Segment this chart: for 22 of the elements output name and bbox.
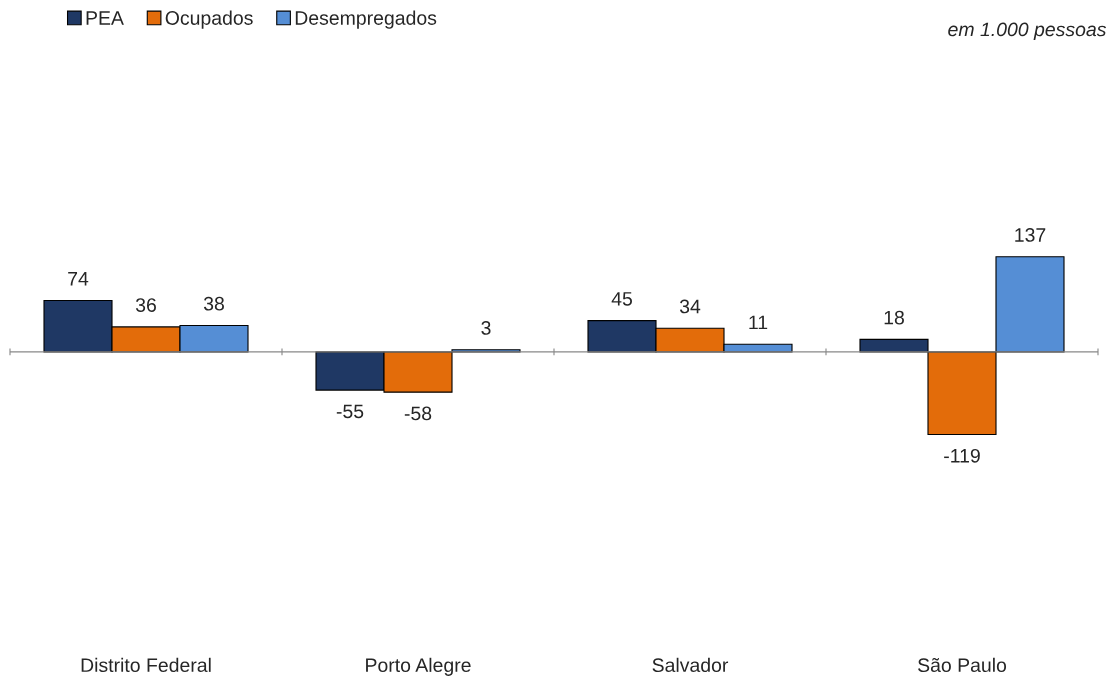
x-tick-label: São Paulo	[918, 657, 1007, 673]
legend-label: PEA	[86, 11, 124, 25]
data-label: 74	[68, 272, 89, 286]
x-tick-label: Salvador	[652, 657, 729, 673]
data-label: 137	[1015, 228, 1046, 242]
text: em 1.000 pessoas	[948, 22, 1107, 41]
data-label: 18	[884, 310, 904, 325]
legend-label: Ocupados	[165, 10, 253, 29]
x-tick-label: Porto Alegre	[366, 657, 471, 676]
data-label: -119	[944, 448, 980, 463]
data-label: -55	[336, 404, 364, 419]
data-label: 11	[749, 315, 768, 330]
x-tick-label: Distrito Federal	[81, 657, 211, 673]
data-label: 36	[135, 298, 156, 312]
bar	[995, 256, 1065, 353]
data-label: 3	[481, 321, 491, 335]
data-label: 34	[679, 299, 701, 314]
data-label: -58	[404, 406, 432, 421]
data-label: 38	[203, 296, 224, 311]
bar	[927, 351, 997, 436]
data-label: 45	[611, 292, 632, 306]
legend-label: Desempregados	[295, 10, 437, 29]
